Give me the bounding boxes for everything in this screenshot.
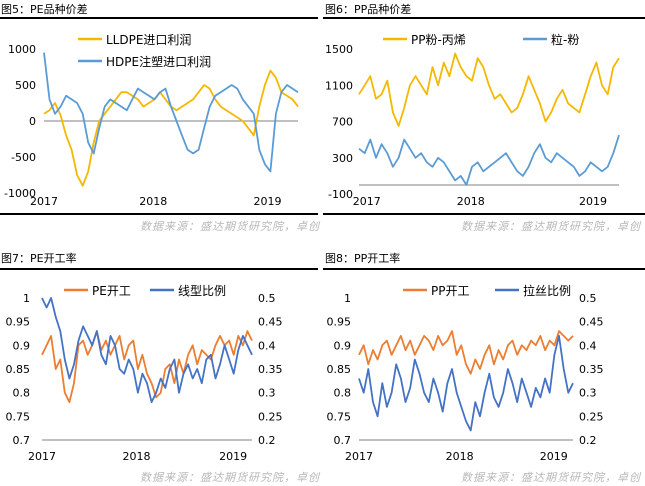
bottom-rule <box>0 213 318 215</box>
y-tick-label: 0.95 <box>327 316 352 329</box>
y-tick-label: 1100 <box>325 79 353 92</box>
y-tick-label: 1500 <box>325 43 353 56</box>
y2-tick-label: 0.4 <box>579 339 597 352</box>
legend-label: 粒-粉 <box>551 32 579 47</box>
y-tick-label: 0.95 <box>6 316 31 329</box>
series-line-0 <box>41 330 253 404</box>
caption-underline <box>0 17 318 19</box>
x-tick-label: 2019 <box>540 450 568 463</box>
y-tick-label: -1000 <box>4 187 36 200</box>
legend-label: 拉丝比例 <box>523 283 571 298</box>
chart-panel-pe-spread: 图5：PE品种价差 1000 500 0 -500 -1000 2017 2018 2019 L… <box>0 0 322 243</box>
y-tick-label: 1 <box>23 292 30 305</box>
x-tick-label: 2018 <box>123 450 151 463</box>
source-note: 数据来源：盛达期货研究院，卓创 <box>461 220 641 233</box>
series-line-0 <box>358 52 620 127</box>
y-tick-label: -500 <box>11 151 36 164</box>
caption-underline <box>323 17 645 19</box>
y2-tick-label: 0.4 <box>258 339 276 352</box>
source-note: 数据来源：盛达期货研究院，卓创 <box>140 220 320 233</box>
chart-panel-pe-operating-rate: 图7：PE开工率 1 0.95 0.9 0.85 0.8 0.75 0.7 0.5 0.45 0.… <box>0 243 322 486</box>
y-tick-label: -100 <box>328 188 353 201</box>
chart-panel-pp-operating-rate: 图8：PP开工率 1 0.95 0.9 0.85 0.8 0.75 0.7 0.5 0.45 0.… <box>323 243 645 486</box>
caption-underline <box>323 268 645 270</box>
legend-label: PP开工 <box>431 284 469 298</box>
legend-label: 线型比例 <box>178 284 226 298</box>
x-tick-label: 2017 <box>345 450 373 463</box>
chart-panel-pp-spread: 图6：PP品种价差 1500 1100 700 300 -100 2017 2018 2019… <box>323 0 645 243</box>
y-tick-label: 0.75 <box>6 410 31 423</box>
chart-caption: 图8：PP开工率 <box>325 252 401 265</box>
x-tick-label: 2018 <box>139 195 167 208</box>
x-tick-label: 2019 <box>219 450 247 463</box>
y-tick-label: 0.75 <box>327 410 352 423</box>
y2-tick-label: 0.35 <box>579 363 604 376</box>
y2-tick-label: 0.5 <box>579 292 597 305</box>
y-tick-label: 1000 <box>8 43 36 56</box>
source-note: 数据来源：盛达期货研究院，卓创 <box>140 471 320 484</box>
y2-tick-label: 0.45 <box>579 316 604 329</box>
x-tick-label: 2018 <box>457 195 485 208</box>
series-line-1 <box>41 297 253 404</box>
y-tick-label: 0.7 <box>13 434 31 447</box>
y2-tick-label: 0.2 <box>579 434 597 447</box>
y2-tick-label: 0.2 <box>258 434 276 447</box>
legend-label: HDPE注塑进口利润 <box>106 54 211 69</box>
legend-label: LLDPE进口利润 <box>106 33 191 47</box>
y2-tick-label: 0.5 <box>258 292 276 305</box>
y2-tick-label: 0.35 <box>258 363 283 376</box>
x-tick-label: 2017 <box>28 450 56 463</box>
y-tick-label: 300 <box>332 152 353 165</box>
y-tick-label: 0.8 <box>13 387 31 400</box>
x-tick-label: 2017 <box>353 195 381 208</box>
legend-label: PP粉-丙烯 <box>411 33 466 47</box>
chart-caption: 图5：PE品种价差 <box>1 3 88 16</box>
y-tick-label: 0.85 <box>327 363 352 376</box>
y2-tick-label: 0.3 <box>258 387 276 400</box>
y2-tick-label: 0.45 <box>258 316 283 329</box>
y-tick-label: 0.7 <box>334 434 352 447</box>
chart-caption: 图6：PP品种价差 <box>325 3 412 16</box>
series-line-1 <box>43 52 299 173</box>
y-tick-label: 500 <box>15 79 36 92</box>
y-tick-label: 0.8 <box>334 387 352 400</box>
caption-underline <box>0 268 318 270</box>
y-tick-label: 1 <box>344 292 351 305</box>
chart-svg: 1 0.95 0.9 0.85 0.8 0.75 0.7 0.5 0.45 0.4 0.35 0.3 0… <box>6 284 283 463</box>
y2-tick-label: 0.25 <box>258 410 283 423</box>
y-tick-label: 0.9 <box>334 339 352 352</box>
bottom-rule <box>323 213 645 215</box>
y-tick-label: 0.85 <box>6 363 31 376</box>
chart-caption: 图7：PE开工率 <box>1 252 77 265</box>
x-tick-label: 2019 <box>579 195 607 208</box>
y-tick-label: 700 <box>332 116 353 129</box>
legend-label: PE开工 <box>92 284 131 298</box>
x-tick-label: 2018 <box>446 450 474 463</box>
source-note: 数据来源：盛达期货研究院，卓创 <box>461 471 641 484</box>
y-tick-label: 0 <box>29 115 36 128</box>
series-line-0 <box>43 69 299 187</box>
chart-svg: 1 0.95 0.9 0.85 0.8 0.75 0.7 0.5 0.45 0.4 0.35 0.3 0… <box>327 283 604 463</box>
x-tick-label: 2017 <box>30 195 58 208</box>
y-tick-label: 0.9 <box>13 339 31 352</box>
series-line-1 <box>358 335 574 432</box>
y2-tick-label: 0.3 <box>579 387 597 400</box>
x-tick-label: 2019 <box>254 195 282 208</box>
series-line-0 <box>358 330 574 375</box>
y2-tick-label: 0.25 <box>579 410 604 423</box>
series-line-1 <box>358 134 620 186</box>
